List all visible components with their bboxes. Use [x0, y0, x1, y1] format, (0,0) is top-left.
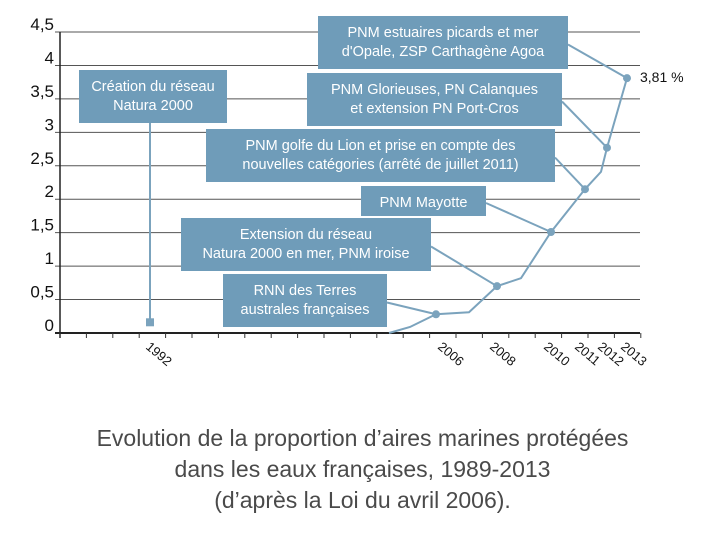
annotation-text: Natura 2000 en mer, PNM iroise — [202, 246, 409, 262]
annotation-box — [223, 274, 387, 327]
caption-line-2: dans les eaux françaises, 1989-2013 — [174, 456, 551, 482]
chart-caption: Evolution de la proportion d’aires marin… — [0, 423, 725, 516]
annotation-text: Extension du réseau — [240, 227, 372, 243]
annotation-text: d'Opale, ZSP Carthagène Agoa — [342, 44, 545, 60]
series-line — [388, 77, 628, 334]
data-point — [493, 282, 501, 291]
annotation-text: nouvelles catégories (arrêté de juillet … — [242, 157, 518, 173]
y-tick-label: 1,5 — [30, 216, 54, 235]
y-tick-label: 2 — [45, 182, 54, 201]
data-point — [603, 143, 611, 152]
annotation-box — [181, 218, 431, 271]
y-tick-label: 4 — [45, 48, 54, 67]
y-tick-label: 4,5 — [30, 15, 54, 34]
annotation-box — [361, 186, 486, 216]
annotation-box — [307, 73, 562, 126]
caption-line-3: (d’après la Loi du avril 2006). — [214, 487, 511, 513]
x-tick-label: 2010 — [541, 339, 573, 369]
annotation-text: australes françaises — [241, 302, 370, 318]
annotation-box — [318, 16, 568, 69]
chart: 0 0,5 1 1,5 2 2,5 3 3,5 4 4,5 1992 2006 2008 2010 2011… — [30, 15, 684, 369]
annotation-text: PNM estuaires picards et mer — [348, 25, 539, 41]
y-tick-label: 1 — [45, 249, 54, 268]
caption-line-1: Evolution de la proportion d’aires marin… — [96, 425, 629, 451]
x-tick-label: 2008 — [487, 339, 519, 369]
y-tick-label: 3,5 — [30, 82, 54, 101]
x-tick-label: 2013 — [618, 339, 650, 369]
data-point-1992 — [146, 318, 154, 327]
connector-line — [386, 301, 437, 316]
connector-line — [567, 43, 628, 80]
annotation-box — [79, 70, 227, 123]
y-tick-label: 2,5 — [30, 149, 54, 168]
annotation-text: Natura 2000 — [113, 98, 193, 114]
annotation-text: PNM golfe du Lion et prise en compte des — [245, 138, 515, 154]
connector-line — [561, 100, 608, 149]
annotation-text: et extension PN Port-Cros — [350, 101, 518, 117]
annotation-box — [206, 129, 555, 182]
y-tick-label: 0 — [45, 316, 54, 335]
x-tick-label: 2011 — [572, 339, 603, 368]
data-point — [623, 74, 631, 83]
data-point — [581, 185, 589, 194]
x-tick-label: 2012 — [595, 339, 627, 369]
y-tick-label: 0,5 — [30, 283, 54, 302]
annotation-text: Création du réseau — [91, 79, 214, 95]
data-point — [547, 227, 555, 236]
annotation-text: PNM Glorieuses, PN Calanques — [331, 82, 538, 98]
y-tick-label: 3 — [45, 115, 54, 134]
connector-line — [554, 156, 586, 190]
x-tick-label: 2006 — [435, 339, 467, 369]
end-value-label: 3,81 % — [640, 69, 684, 85]
data-point — [432, 310, 440, 319]
connector-line — [430, 245, 498, 288]
annotation-text: PNM Mayotte — [380, 195, 468, 211]
x-tick-label: 1992 — [143, 339, 175, 369]
connector-line — [485, 202, 552, 233]
annotation-text: RNN des Terres — [254, 283, 357, 299]
